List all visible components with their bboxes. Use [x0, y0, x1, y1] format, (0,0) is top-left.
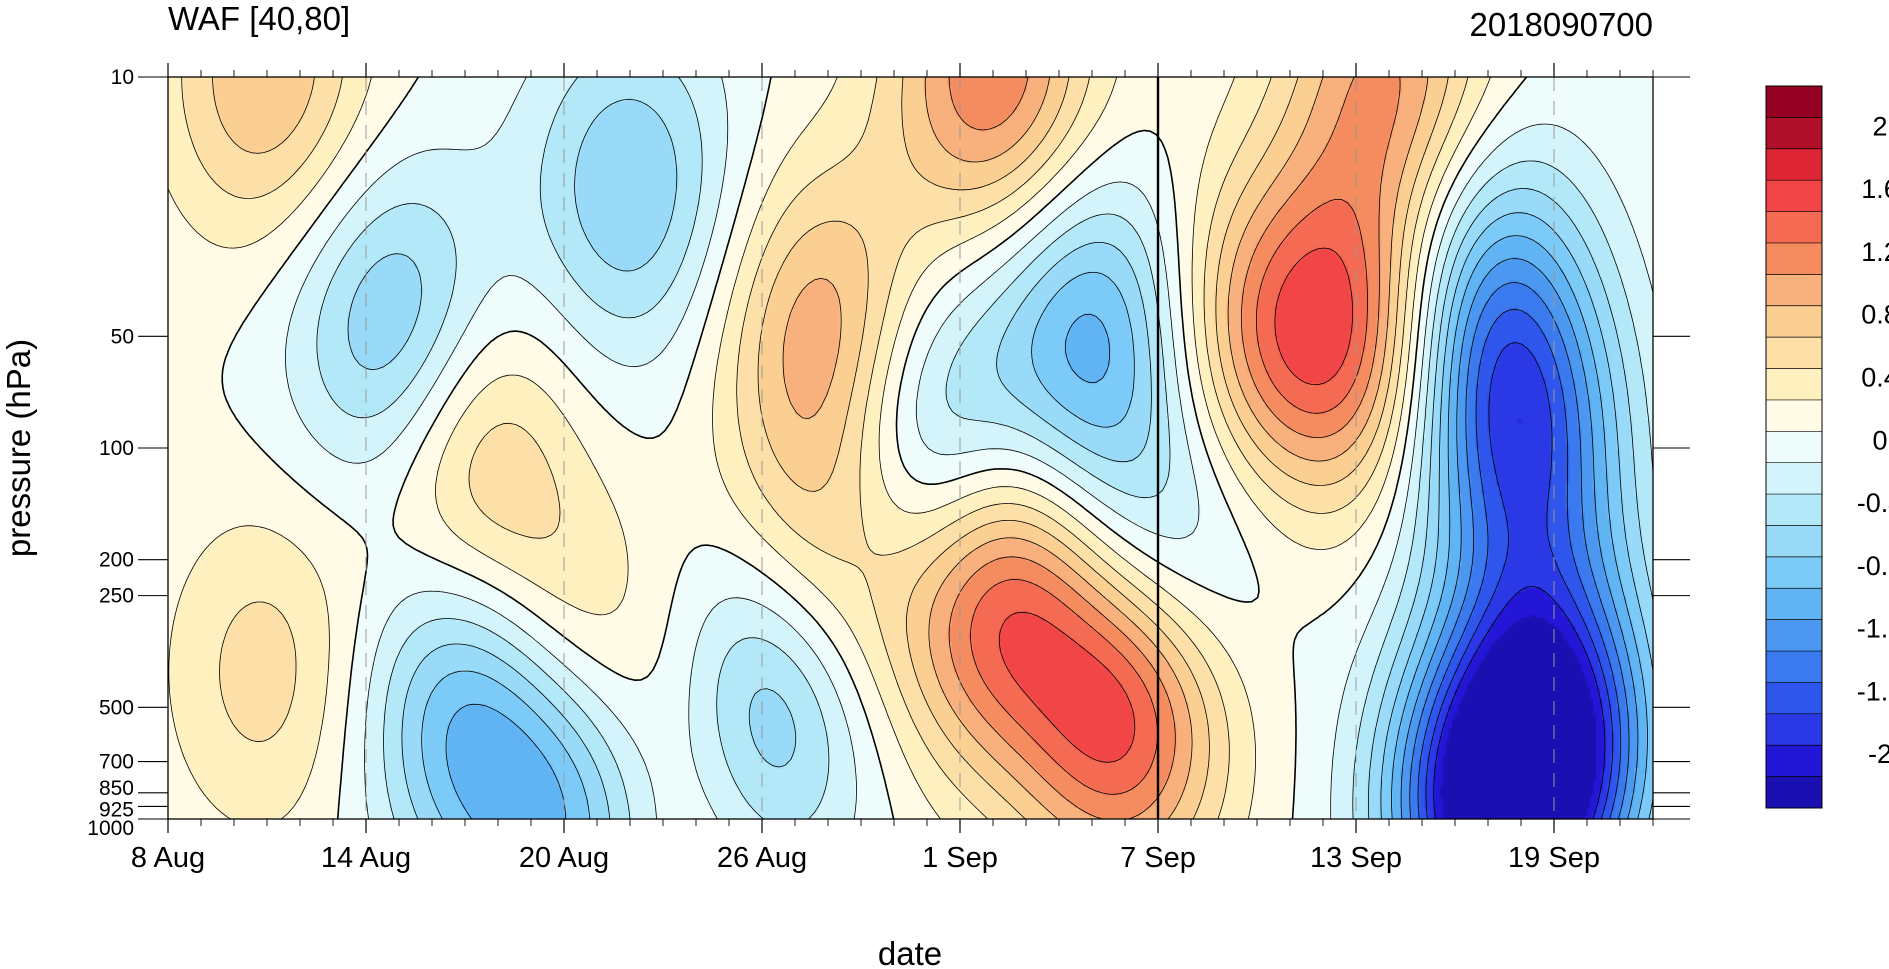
contour-line — [998, 247, 1353, 763]
y-tick-label: 10 — [111, 66, 134, 89]
contour-line — [445, 235, 1648, 819]
colorbar-swatch — [1766, 368, 1822, 401]
contour-line — [347, 99, 1653, 819]
date-gridlines — [168, 77, 1555, 819]
contour-line — [181, 77, 1469, 819]
colorbar-swatch — [1766, 682, 1822, 715]
contour-lines — [168, 77, 1653, 819]
colorbar-frame — [1765, 85, 1823, 809]
contour-line — [948, 77, 1401, 819]
y-tick-label: 50 — [111, 325, 134, 348]
contour-line — [1417, 308, 1622, 819]
contour-line — [782, 77, 1429, 819]
colorbar-swatch — [1766, 148, 1822, 181]
contour-line — [212, 77, 1449, 819]
colorbar-swatch — [1766, 180, 1822, 212]
x-tick-label: 8 Aug — [131, 842, 205, 874]
x-tick-label: 7 Sep — [1120, 842, 1196, 874]
colorbar-tick-label: 0.4 — [1861, 363, 1889, 393]
colorbar-tick-label: 1.6 — [1861, 174, 1889, 204]
contour-line — [1409, 282, 1630, 819]
chart-title-right: 2018090700 — [1469, 6, 1653, 43]
colorbar-tick-label: 2 — [1872, 111, 1887, 141]
colorbar-swatch — [1766, 462, 1822, 495]
colorbar-swatch — [1766, 776, 1822, 809]
colorbar-tick-label: -0.8 — [1857, 551, 1889, 581]
colorbar-swatch — [1766, 337, 1822, 369]
colorbar-swatch — [1766, 713, 1822, 746]
contour-line — [421, 212, 1653, 819]
colorbar-swatch — [1766, 619, 1822, 652]
colorbar-swatch — [1766, 556, 1822, 589]
colorbar-swatch — [1766, 242, 1822, 275]
colorbar-tick-label: -1.2 — [1857, 614, 1889, 644]
contour-line — [285, 77, 1653, 819]
y-tick-label: 100 — [99, 437, 134, 460]
colorbar-tick-label: -2 — [1868, 739, 1889, 769]
colorbar-swatch — [1766, 431, 1822, 464]
y-tick-label: 200 — [99, 549, 134, 572]
colorbar-swatch — [1766, 588, 1822, 621]
x-tick-label: 19 Sep — [1508, 842, 1600, 874]
y-tick-label: 850 — [99, 777, 134, 800]
colorbar-swatch — [1766, 305, 1822, 338]
colorbar-swatch — [1766, 274, 1822, 307]
colorbar-swatch — [1766, 117, 1822, 150]
waf-field — [168, 77, 1653, 819]
y-tick-label: 500 — [99, 696, 134, 719]
x-tick-label: 14 Aug — [321, 842, 411, 874]
colorbar-swatch — [1766, 494, 1822, 526]
colorbar-tick-label: -1.6 — [1857, 676, 1889, 706]
y-tick-label: 1000 — [87, 817, 134, 840]
x-axis-label: date — [878, 935, 942, 969]
contour-line — [221, 77, 1528, 819]
contour-line — [970, 198, 1368, 795]
contour-line — [168, 77, 1491, 819]
colorbar-swatch — [1766, 651, 1822, 683]
colorbar-swatch — [1766, 211, 1822, 244]
colorbar-tick-label: 0 — [1872, 425, 1887, 455]
colorbar-swatch — [1766, 86, 1822, 118]
chart-title-left: WAF [40,80] — [168, 0, 350, 37]
contour-line — [1433, 586, 1606, 819]
y-tick-label: 700 — [99, 751, 134, 774]
colorbar-swatch — [1766, 525, 1822, 558]
colorbar-swatch — [1766, 399, 1822, 432]
colorbar: 2 1.6 1.2 0.8 0.4 0 -0.4 -0.8 -1.2 -1.6 -2 — [1765, 85, 1889, 809]
y-tick-label: 250 — [99, 585, 134, 608]
y-axis-label: pressure (hPa) — [0, 339, 37, 557]
x-axis: 8 Aug 14 Aug 20 Aug 26 Aug 1 Sep 7 Sep 13 Sep 1… — [131, 63, 1654, 874]
x-tick-label: 20 Aug — [519, 842, 609, 874]
colorbar-swatch — [1766, 745, 1822, 778]
colorbar-tick-label: -0.4 — [1857, 488, 1889, 518]
x-tick-label: 13 Sep — [1310, 842, 1402, 874]
contour-line — [1400, 258, 1639, 819]
colorbar-tick-label: 0.8 — [1861, 300, 1889, 330]
plot-area — [168, 77, 1653, 819]
x-tick-label: 26 Aug — [717, 842, 807, 874]
colorbar-tick-label: 1.2 — [1861, 237, 1889, 267]
y-tick-label: 925 — [99, 798, 134, 821]
x-tick-label: 1 Sep — [922, 842, 998, 874]
